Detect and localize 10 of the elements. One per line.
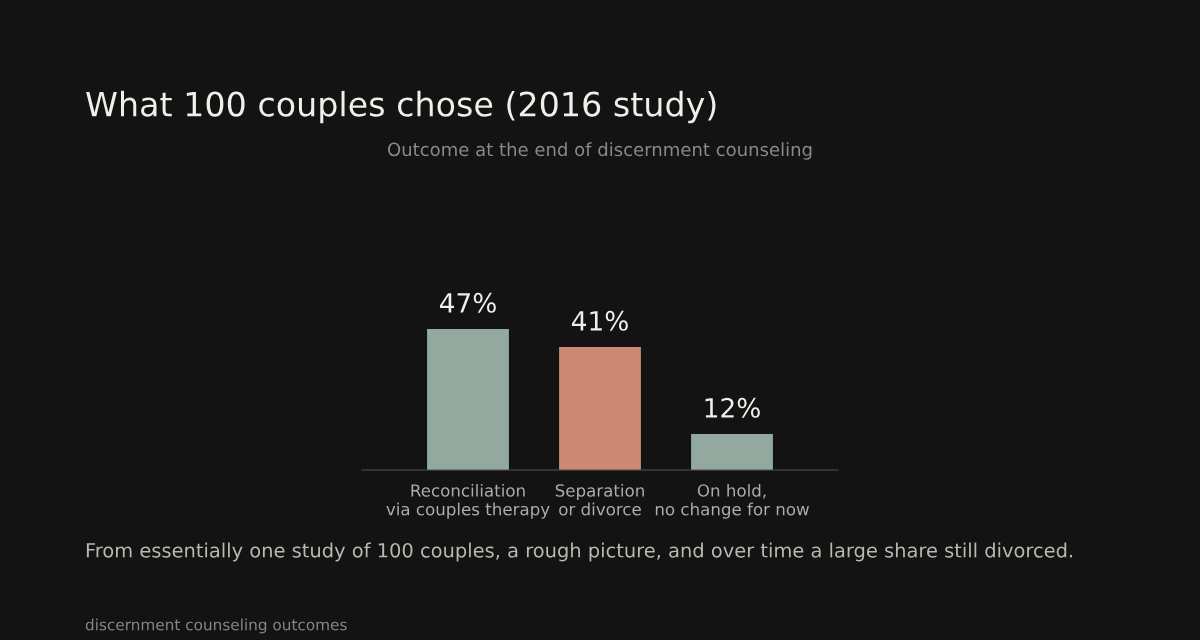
text: discernment counseling outcomes: [85, 618, 347, 634]
text: From essentially one study of 100 couples, a rough picture, and over time a large share still divorced.: [86, 542, 1073, 562]
data-label: 41%: [571, 310, 628, 331]
data-label: 47%: [439, 292, 496, 313]
x-tick-label: Reconciliation via couples therapy: [386, 483, 550, 519]
chart-title: What 100 couples chose (2016 study): [86, 90, 716, 124]
data-label: 12%: [705, 397, 760, 418]
chart-subtitle: Outcome at the end of discernment counseling: [388, 142, 812, 160]
x-tick-label: On hold, no change for now: [655, 483, 809, 519]
x-tick-label: Separation or divorce: [555, 483, 644, 516]
